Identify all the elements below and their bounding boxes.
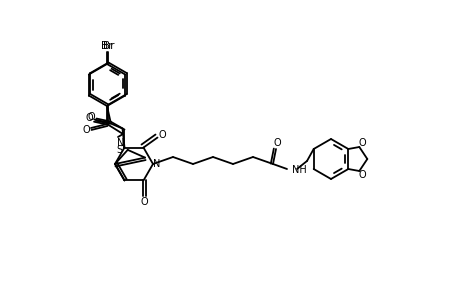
Text: O: O bbox=[358, 138, 365, 148]
Text: O: O bbox=[82, 125, 90, 135]
Text: O: O bbox=[273, 138, 280, 148]
Text: Br: Br bbox=[101, 41, 112, 51]
Text: O: O bbox=[85, 112, 93, 122]
Text: S: S bbox=[116, 145, 123, 155]
Text: N: N bbox=[117, 137, 124, 148]
Text: O: O bbox=[358, 170, 365, 180]
Text: O: O bbox=[140, 197, 148, 208]
Text: N: N bbox=[153, 159, 160, 169]
Text: NH: NH bbox=[291, 165, 306, 175]
Text: O: O bbox=[158, 130, 166, 140]
Text: Br: Br bbox=[102, 40, 114, 50]
Text: O: O bbox=[88, 112, 95, 122]
